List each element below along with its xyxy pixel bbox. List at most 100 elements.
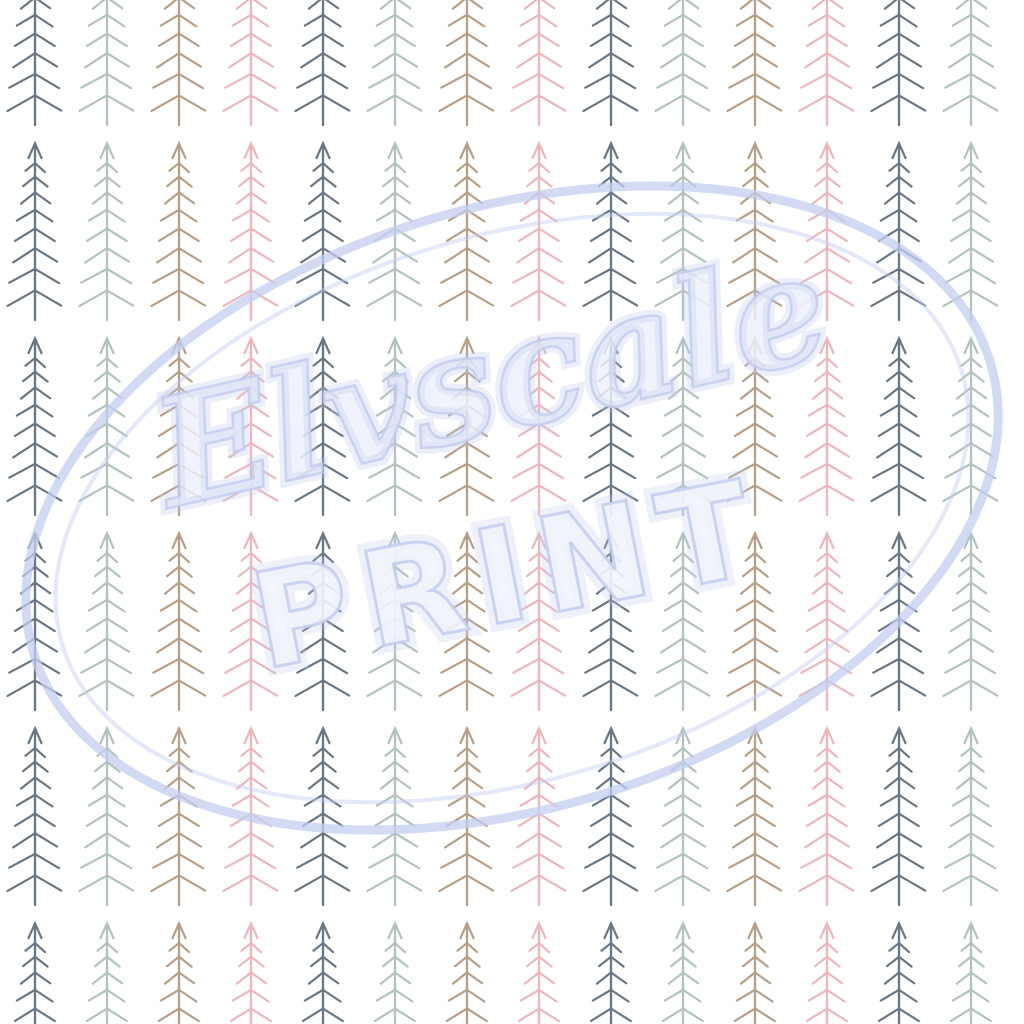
tree-branch-right (393, 386, 412, 400)
tree-branch-left (296, 72, 325, 89)
tree-branch-right (249, 852, 277, 870)
tree-branch-left (222, 289, 253, 308)
tree-branch-left (951, 598, 973, 612)
tree-branch-left (163, 776, 181, 790)
tree-branch-left (150, 94, 181, 113)
tree-branch-right (825, 812, 848, 828)
tree-branch-left (307, 191, 325, 205)
tree-branch-right (537, 955, 553, 968)
tree-branch-left (951, 403, 973, 417)
tree-branch-right (969, 551, 983, 564)
tree-branch-right (897, 13, 918, 28)
tree-motif (445, 920, 488, 1024)
tree-branch-left (240, 161, 253, 172)
tree-branch-right (465, 356, 479, 369)
tree-branch-left (732, 52, 757, 69)
tree-motif (229, 920, 272, 1024)
tree-motif (438, 0, 495, 127)
tree-branch-right (249, 637, 275, 653)
tree-branch-right (897, 637, 923, 653)
tree-motif (942, 0, 999, 127)
tree-branch-right (177, 72, 205, 90)
tree-branch-left (228, 637, 253, 654)
tree-motif (6, 530, 63, 712)
tree-branch-left (523, 776, 541, 790)
tree-branch-left (661, 422, 685, 438)
tree-branch-right (393, 551, 407, 564)
tree-motif (150, 335, 207, 517)
tree-branch-left (944, 72, 973, 89)
tree-branch-left (438, 874, 469, 893)
tree-branch-right (537, 551, 551, 564)
tree-branch-left (235, 971, 253, 985)
tree-branch-left (366, 874, 397, 893)
tree-branch-left (512, 462, 541, 479)
tree-branch-left (883, 191, 901, 205)
tree-branch-right (105, 247, 131, 263)
tree-branch-right (465, 161, 479, 174)
tree-branch-left (19, 581, 37, 595)
tree-branch-right (33, 356, 47, 369)
tree-branch-left (150, 679, 181, 698)
tree-branch-right (897, 1007, 920, 1023)
tree-branch-right (465, 386, 484, 400)
tree-branch-left (150, 484, 181, 503)
tree-branch-left (879, 13, 901, 27)
tree-branch-left (661, 617, 685, 633)
tree-branch-right (897, 776, 916, 790)
tree-branch-left (805, 422, 829, 438)
tree-branch-left (231, 403, 253, 417)
tree-branch-right (105, 955, 121, 968)
tree-branch-right (249, 403, 270, 418)
tree-branch-left (80, 657, 109, 674)
tree-branch-right (177, 852, 205, 870)
tree-branch-left (222, 94, 253, 113)
tree-branch-left (670, 370, 685, 383)
tree-branch-left (445, 422, 469, 438)
tree-branch-right (249, 32, 272, 48)
tree-branch-right (537, 598, 558, 613)
tree-branch-left (384, 551, 397, 562)
tree-branch-right (681, 617, 704, 633)
tree-branch-left (447, 598, 469, 612)
tree-branch-right (609, 832, 635, 848)
tree-apex (27, 140, 43, 160)
tree-branch-left (877, 32, 901, 48)
tree-branch-left (384, 941, 397, 952)
tree-motif (726, 0, 783, 127)
tree-branch-left (739, 191, 757, 205)
tree-branch-right (897, 852, 925, 870)
tree-branch-right (249, 812, 272, 828)
tree-branch-left (451, 971, 469, 985)
tree-branch-left (24, 356, 37, 367)
tree-branch-right (609, 679, 639, 697)
tree-branch-right (321, 598, 342, 613)
tree-branch-left (310, 175, 325, 188)
tree-branch-left (159, 598, 181, 612)
tree-branch-left (24, 941, 37, 952)
tree-branch-right (393, 746, 407, 759)
tree-branch-left (589, 422, 613, 438)
tree-branch-left (294, 874, 325, 893)
tree-branch-right (969, 72, 997, 90)
tree-branch-left (805, 227, 829, 243)
tree-branch-left (877, 812, 901, 828)
tree-branch-left (382, 955, 397, 968)
tree-branch-left (12, 637, 37, 654)
tree-branch-left (379, 191, 397, 205)
tree-branch-left (798, 874, 829, 893)
tree-motif (78, 725, 135, 907)
tree-branch-right (321, 971, 340, 985)
tree-branch-left (661, 32, 685, 48)
tree-branch-left (798, 94, 829, 113)
tree-branch-left (814, 760, 829, 773)
tree-branch-right (33, 191, 52, 205)
tree-branch-right (105, 551, 119, 564)
tree-branch-left (94, 955, 109, 968)
tree-branch-right (321, 422, 344, 438)
tree-branch-right (177, 874, 207, 892)
tree-branch-right (897, 657, 925, 675)
tree-branch-right (753, 191, 772, 205)
tree-motif (798, 725, 855, 907)
